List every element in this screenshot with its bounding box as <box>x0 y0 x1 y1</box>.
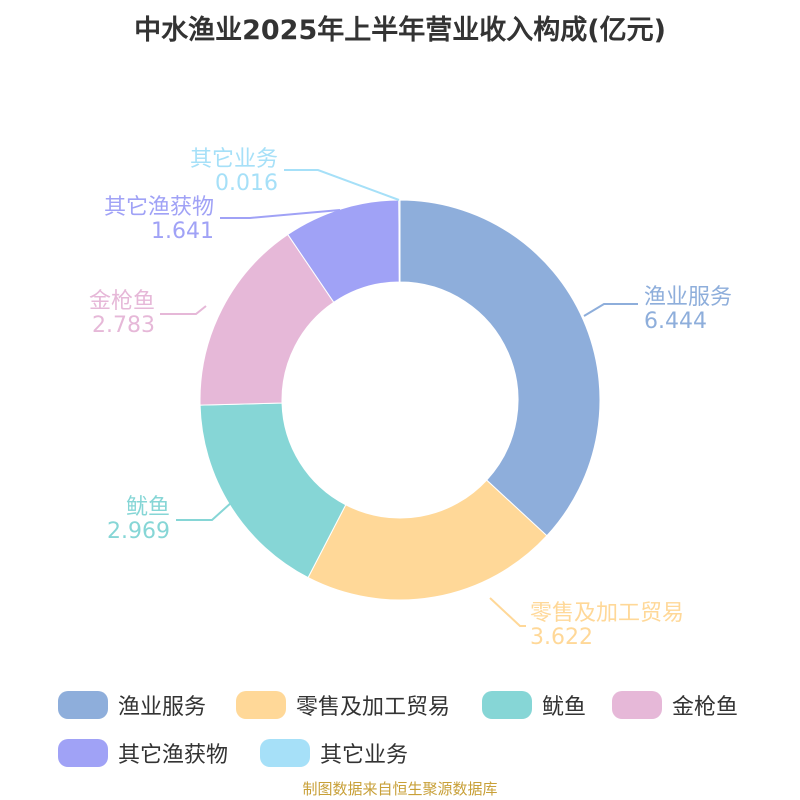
legend-swatch <box>58 691 108 719</box>
leader-line-3 <box>160 305 207 315</box>
slice-label-1: 零售及加工贸易 <box>530 601 684 626</box>
slice-label-4: 其它渔获物 <box>104 195 214 220</box>
slice-value-4: 1.641 <box>151 219 214 244</box>
legend-swatch <box>58 739 108 767</box>
slice-value-0: 6.444 <box>644 309 707 334</box>
slice-label-0: 渔业服务 <box>644 285 732 310</box>
slice-0[interactable] <box>399 199 601 537</box>
leader-line-0 <box>583 303 638 317</box>
slice-value-1: 3.622 <box>530 625 593 650</box>
legend-item-3[interactable]: 金枪鱼 <box>612 688 738 722</box>
legend-label: 鱿鱼 <box>542 695 587 720</box>
legend-label: 零售及加工贸易 <box>296 695 451 720</box>
leader-line-4 <box>220 209 341 219</box>
slice-1[interactable] <box>307 479 548 601</box>
leader-line-2 <box>176 501 233 521</box>
legend-item-0[interactable]: 渔业服务 <box>58 688 206 722</box>
legend-swatch <box>482 691 532 719</box>
chart-title: 中水渔业2025年上半年营业收入构成(亿元) <box>134 15 666 46</box>
legend-swatch <box>612 691 662 719</box>
leader-line-5 <box>284 169 400 201</box>
legend-label: 其它渔获物 <box>118 743 229 768</box>
slice-label-5: 其它业务 <box>190 147 278 172</box>
slice-label-2: 鱿鱼 <box>126 495 170 520</box>
source-note: 制图数据来自恒生聚源数据库 <box>302 780 498 798</box>
slice-5[interactable] <box>398 199 401 283</box>
legend-item-2[interactable]: 鱿鱼 <box>482 688 586 722</box>
legend-label: 渔业服务 <box>118 695 207 720</box>
slice-value-3: 2.783 <box>92 313 155 338</box>
legend-item-5[interactable]: 其它业务 <box>260 736 408 770</box>
legend-swatch <box>236 691 286 719</box>
legend-swatch <box>260 739 310 767</box>
slice-2[interactable] <box>199 402 347 579</box>
slice-value-5: 0.016 <box>215 171 278 196</box>
legend-item-4[interactable]: 其它渔获物 <box>58 736 228 770</box>
legend-label: 金枪鱼 <box>672 695 739 720</box>
slice-value-2: 2.969 <box>107 519 170 544</box>
legend-label: 其它业务 <box>320 743 409 768</box>
slice-label-3: 金枪鱼 <box>89 289 155 314</box>
legend-item-1[interactable]: 零售及加工贸易 <box>236 688 450 722</box>
leader-line-1 <box>489 597 526 627</box>
